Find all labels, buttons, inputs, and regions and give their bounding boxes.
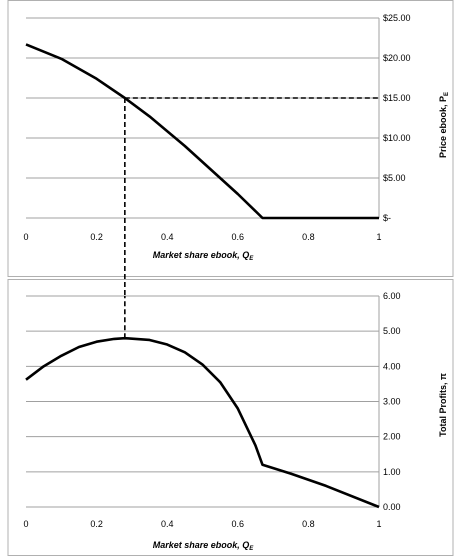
price-x-tick-label: 0 <box>23 232 28 242</box>
top-panel-frame <box>7 0 454 277</box>
price-x-tick-label: 1 <box>376 232 381 242</box>
price-x-tick-label: 0.8 <box>302 232 315 242</box>
profit-x-tick-label: 0.2 <box>90 519 103 529</box>
profit-y-tick-label: 5.00 <box>383 326 401 336</box>
profit-chart-xlabel: Market share ebook, QE <box>153 540 255 552</box>
price-y-tick-label: $15.00 <box>383 93 411 103</box>
bottom-panel-frame <box>7 279 454 556</box>
profit-x-tick-label: 0.4 <box>161 519 174 529</box>
profit-x-tick-label: 0.6 <box>232 519 245 529</box>
price-y-tick-label: $- <box>383 213 391 223</box>
profit-y-tick-label: 1.00 <box>383 467 401 477</box>
profit-y-tick-label: 3.00 <box>383 397 401 407</box>
profit-chart: 0.00 1.00 2.00 3.00 4.00 5.00 6.00 0 0.2 0.4 0.6 0.… <box>23 291 400 529</box>
price-y-tick-label: $5.00 <box>383 173 406 183</box>
profit-y-tick-label: 0.00 <box>383 502 401 512</box>
price-y-tick-label: $10.00 <box>383 133 411 143</box>
price-series-line <box>25 43 379 220</box>
profit-x-tick-label: 0 <box>23 519 28 529</box>
profit-x-tick-label: 0.8 <box>302 519 315 529</box>
profit-y-tick-label: 4.00 <box>383 361 401 371</box>
profit-y-tick-label: 2.00 <box>383 432 401 442</box>
profit-series-line <box>25 336 380 509</box>
profit-x-tick-label: 1 <box>376 519 381 529</box>
price-y-tick-label: $25.00 <box>383 13 411 23</box>
price-x-tick-label: 0.4 <box>161 232 174 242</box>
price-chart-ylabel: Price ebook, PE <box>438 92 450 158</box>
profit-y-tick-label: 6.00 <box>383 291 401 301</box>
price-y-tick-label: $20.00 <box>383 53 411 63</box>
price-chart: $- $5.00 $10.00 $15.00 $20.00 $25.00 0 0.2 0.4 0.… <box>23 13 410 242</box>
price-x-tick-label: 0.2 <box>90 232 103 242</box>
price-x-tick-label: 0.6 <box>232 232 245 242</box>
profit-chart-ylabel: Total Profits, π <box>438 373 448 437</box>
price-chart-xlabel: Market share ebook, QE <box>153 250 255 262</box>
